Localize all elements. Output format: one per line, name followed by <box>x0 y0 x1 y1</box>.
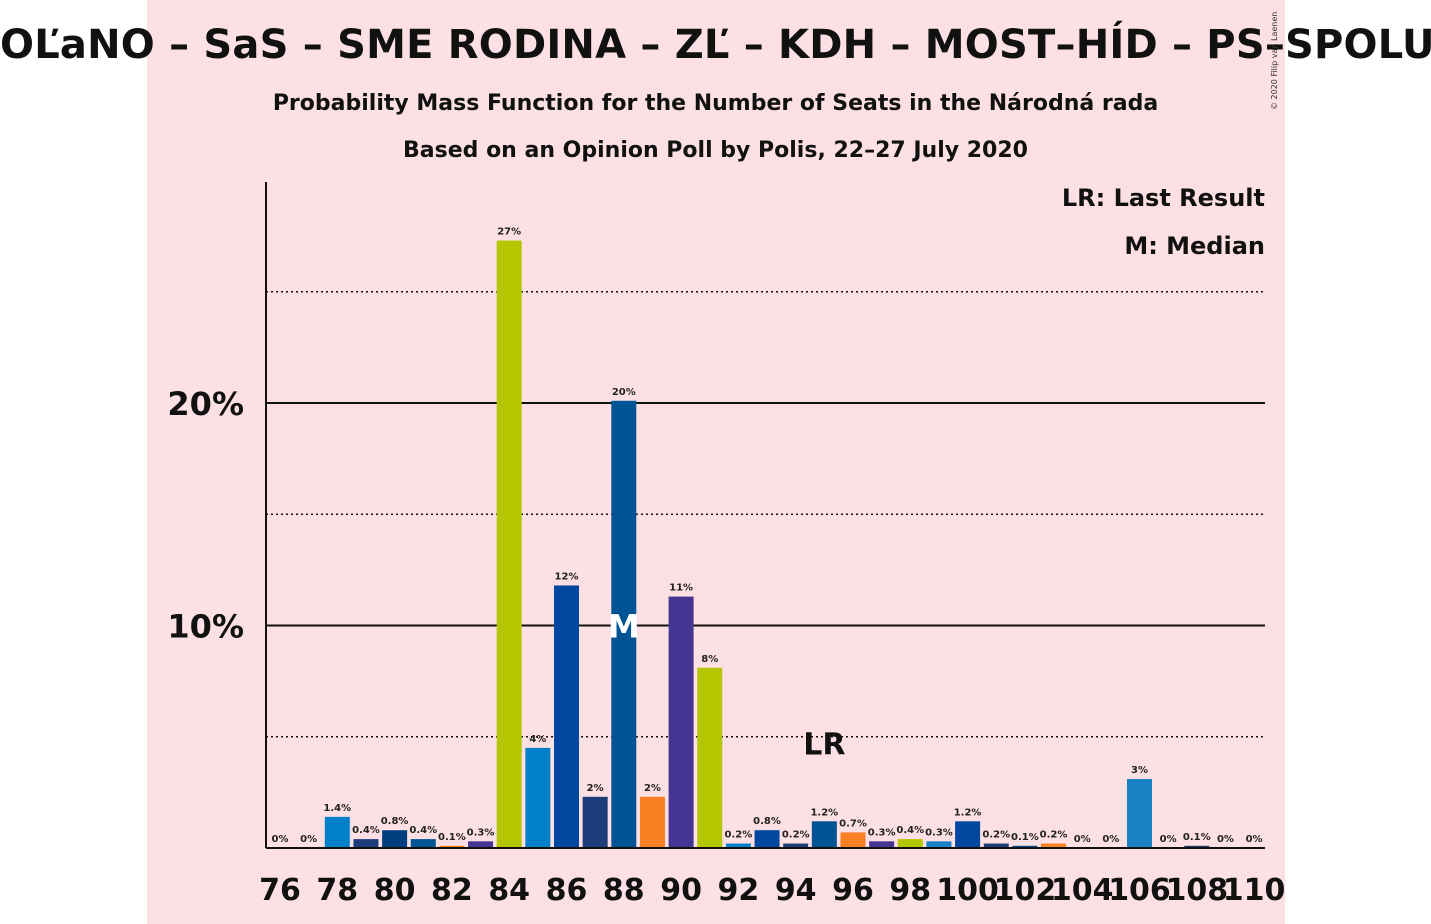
bar <box>1012 845 1038 848</box>
x-tick-label: 88 <box>603 873 645 908</box>
bar-value-label: 1.4% <box>323 803 351 814</box>
legend-median: M: Median <box>1124 232 1265 260</box>
x-tick-label: 84 <box>488 873 530 908</box>
bar-value-label: 0.3% <box>925 827 953 838</box>
bar-value-label: 1.2% <box>954 807 982 818</box>
bar <box>1041 843 1067 848</box>
bar <box>897 839 923 848</box>
x-tick-label: 90 <box>660 873 702 908</box>
x-tick-label: 80 <box>374 873 416 908</box>
x-tick-label: 106 <box>1108 873 1171 908</box>
x-tick-label: 82 <box>431 873 473 908</box>
bar-value-label: 0% <box>1246 834 1263 845</box>
bar <box>468 841 494 848</box>
chart-source: Based on an Opinion Poll by Polis, 22–27… <box>403 138 1028 163</box>
x-tick-label: 108 <box>1165 873 1228 908</box>
bar <box>697 667 723 848</box>
bar <box>554 585 579 848</box>
bar-value-label: 3% <box>1131 765 1148 776</box>
bar-value-label: 0.2% <box>782 830 810 841</box>
x-tick-label: 86 <box>546 873 588 908</box>
bar-value-label: 27% <box>497 227 521 238</box>
bar <box>582 796 608 848</box>
bar <box>324 816 350 848</box>
bar <box>611 400 637 848</box>
axes: 10%20%76 78 80 82 84 86 88 90 92 94 96 98 1001021041… <box>167 182 1285 908</box>
x-tick-label: 98 <box>889 873 931 908</box>
bar-value-label: 0.4% <box>409 825 437 836</box>
bar-value-label: 0.1% <box>1183 832 1211 843</box>
y-tick-label: 20% <box>167 385 244 423</box>
bar-value-label: 8% <box>701 654 718 665</box>
x-tick-label: 76 <box>259 873 301 908</box>
bar-value-label: 0.4% <box>352 825 380 836</box>
bar <box>983 843 1009 848</box>
legend-last-result: LR: Last Result <box>1061 184 1265 212</box>
median-marker: M <box>608 608 640 646</box>
bar-value-label: 0.2% <box>725 830 753 841</box>
bar-value-label: 4% <box>529 734 546 745</box>
x-tick-label: 78 <box>316 873 358 908</box>
x-tick-label: 110 <box>1223 873 1286 908</box>
bar-value-label: 2% <box>587 783 604 794</box>
last-result-marker: LR <box>803 728 845 763</box>
bar <box>439 845 465 848</box>
bar-value-label: 20% <box>612 387 636 398</box>
bar <box>783 843 809 848</box>
bar-value-label: 0.1% <box>1011 832 1039 843</box>
chart-subtitle: Probability Mass Function for the Number… <box>272 91 1159 116</box>
bar <box>525 747 551 848</box>
bar-value-label: 0.3% <box>868 827 896 838</box>
bar-value-label: 0.8% <box>381 816 409 827</box>
bar <box>1184 845 1210 848</box>
bar-value-label: 0% <box>1074 834 1091 845</box>
bar-value-label: 0.4% <box>896 825 924 836</box>
bar <box>410 839 436 848</box>
bar <box>639 796 665 848</box>
x-tick-label: 92 <box>718 873 760 908</box>
bar <box>811 821 837 848</box>
bar-value-label: 2% <box>644 783 661 794</box>
bar-value-label: 0% <box>1102 834 1119 845</box>
markers: M LR <box>608 608 846 763</box>
bar <box>926 841 952 848</box>
x-tick-label: 102 <box>994 873 1057 908</box>
bar <box>496 240 522 848</box>
bar <box>1127 779 1152 848</box>
x-tick-label: 94 <box>775 873 817 908</box>
bar-value-label: 11% <box>669 583 693 594</box>
x-tick-label: 100 <box>936 873 999 908</box>
bar-value-label: 12% <box>555 571 579 582</box>
x-tick-label: 96 <box>832 873 874 908</box>
bar-value-label: 0% <box>272 834 289 845</box>
bar <box>955 821 981 848</box>
x-tick-label: 104 <box>1051 873 1114 908</box>
bar-value-label: 0% <box>300 834 317 845</box>
bar <box>668 596 694 848</box>
y-tick-label: 10% <box>167 608 244 646</box>
bar <box>725 843 751 848</box>
bar-value-label: 0.3% <box>467 827 495 838</box>
bar-value-label: 1.2% <box>810 807 838 818</box>
chart-title: OĽaNO – SaS – SME RODINA – ZĽ – KDH – MO… <box>0 22 1431 68</box>
grid-lines <box>266 291 1265 738</box>
bar <box>869 841 895 848</box>
bar-value-label: 0.7% <box>839 818 867 829</box>
bar-labels: 0% 0%1.4%0.4%0.8%0.4%0.1% 0.3%27%4%12%2%20… <box>272 227 1263 845</box>
bar <box>840 832 866 848</box>
bar-value-label: 0.1% <box>438 832 466 843</box>
bar-value-label: 0.8% <box>753 816 781 827</box>
bar <box>382 830 408 848</box>
bar <box>353 839 379 848</box>
bar-value-label: 0% <box>1160 834 1177 845</box>
bar <box>754 830 780 848</box>
bar-value-label: 0.2% <box>982 830 1010 841</box>
bars <box>324 240 1210 848</box>
bar-value-label: 0.2% <box>1040 830 1068 841</box>
bar-value-label: 0% <box>1217 834 1234 845</box>
